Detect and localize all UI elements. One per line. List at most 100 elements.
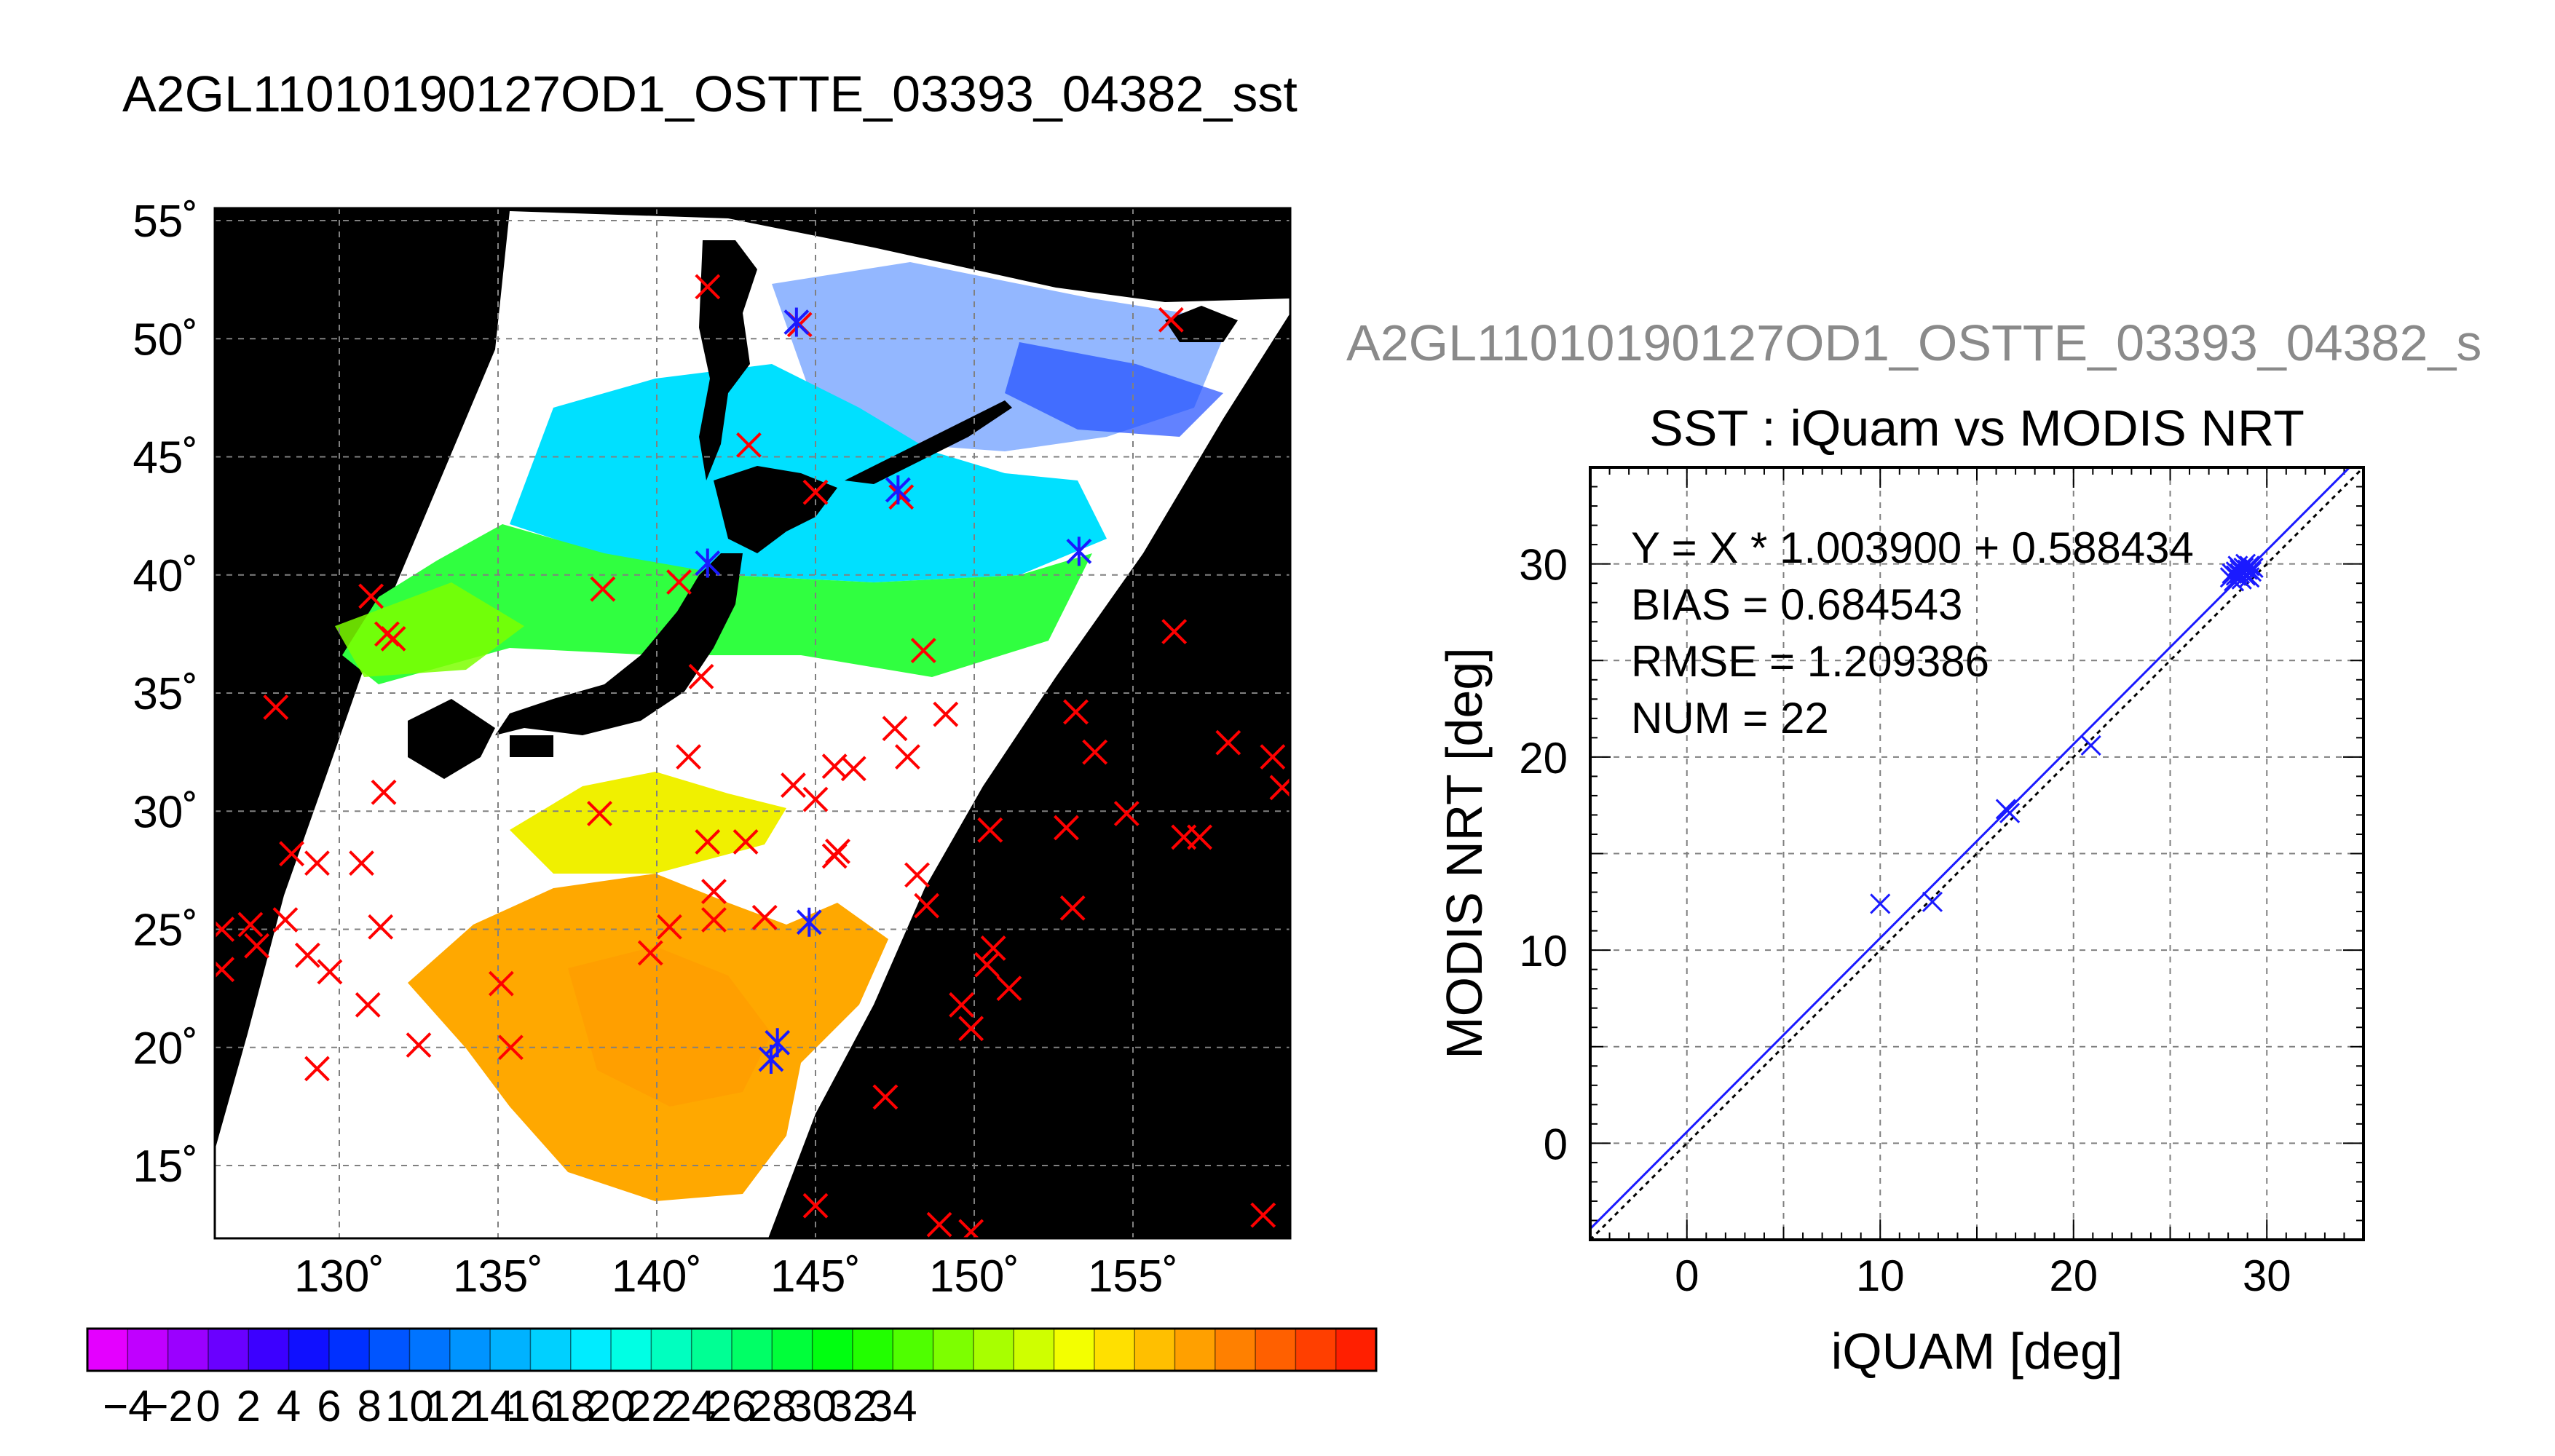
red-x-marker — [751, 904, 778, 930]
lat-tick-label: 20˚ — [133, 1024, 198, 1074]
figure-subtitle: A2GL11010190127OD1_OSTTE_03393_04382_s — [1346, 314, 2482, 371]
scatter-points — [1870, 553, 2264, 914]
red-x-marker — [1113, 801, 1140, 826]
red-x-marker — [358, 583, 384, 609]
red-x-marker — [349, 850, 374, 877]
colorbar-tick-label: 18 — [546, 1382, 595, 1431]
scatter-y-tick-label: 0 — [1544, 1120, 1568, 1168]
colorbar-cell — [490, 1329, 531, 1371]
red-x-marker — [1215, 729, 1241, 756]
lon-tick-label: 130˚ — [294, 1251, 384, 1302]
red-x-marker — [1187, 824, 1212, 850]
colorbar-frame — [86, 1327, 1378, 1372]
red-x-marker — [590, 576, 616, 602]
figure-title: A2GL11010190127OD1_OSTTE_03393_04382_sst — [122, 66, 1298, 122]
colorbar-tick-label: 14 — [466, 1382, 515, 1431]
colorbar-tick-label: 0 — [196, 1382, 220, 1431]
red-x-marker — [676, 744, 702, 770]
red-x-marker — [781, 772, 806, 798]
red-x-marker — [263, 695, 289, 720]
colorbar-tick-label: 2 — [237, 1382, 261, 1431]
colorbar-cell — [1174, 1329, 1216, 1371]
scatter-point — [2224, 571, 2245, 592]
colorbar-tick-label: 16 — [506, 1382, 555, 1431]
colorbar-cell — [208, 1329, 249, 1371]
colorbar-cell — [973, 1329, 1014, 1371]
land-sakhalin — [699, 240, 757, 480]
colorbar-tick-label: 30 — [788, 1382, 837, 1431]
scatter-point — [1870, 893, 1891, 914]
red-x-marker — [244, 933, 270, 959]
lat-tick-label: 25˚ — [133, 906, 198, 956]
scatter-point — [2230, 559, 2251, 580]
sst-region-orange-east — [568, 946, 772, 1107]
land-hokkaido — [714, 466, 837, 553]
colorbar-tick-label: 6 — [317, 1382, 341, 1431]
colorbar-cell — [893, 1329, 934, 1371]
red-x-marker — [840, 756, 866, 782]
lat-tick-label: 55˚ — [133, 197, 198, 247]
red-x-marker — [882, 716, 908, 742]
scatter-plot: SST : iQuam vs MODIS NRT 0 10 20 30 0 10 20 30… — [1436, 400, 2365, 1380]
latitude-labels: 55˚ 50˚ 45˚ 40˚ 35˚ 30˚ 25˚ 20˚ 15˚ — [133, 197, 198, 1192]
scatter-point — [1922, 891, 1943, 912]
red-x-marker — [215, 917, 235, 942]
red-x-marker — [1161, 619, 1188, 645]
red-x-marker — [368, 914, 394, 940]
colorbar-tick-label: 22 — [627, 1382, 676, 1431]
red-x-marker — [872, 1084, 899, 1110]
scatter-y-tick-label: 20 — [1519, 734, 1568, 783]
red-x-marker — [980, 935, 1006, 961]
colorbar-cell — [167, 1329, 209, 1371]
blue-star-marker — [1066, 537, 1092, 566]
colorbar-cell — [812, 1329, 853, 1371]
scatter-annotation: RMSE = 1.209386 — [1631, 637, 1989, 686]
red-x-marker — [1250, 1202, 1276, 1228]
scatter-x-tick-labels: 0 10 20 30 — [1675, 1251, 2291, 1300]
colorbar-cell — [530, 1329, 572, 1371]
longitude-labels: 130˚ 135˚ 140˚ 145˚ 150˚ 155˚ — [294, 1251, 1178, 1302]
land-shikoku-kyushu — [408, 699, 553, 779]
red-x-marker — [1063, 699, 1089, 725]
red-x-marker — [498, 1034, 524, 1061]
lat-tick-label: 45˚ — [133, 433, 198, 483]
red-x-marker — [215, 957, 235, 983]
colorbar-tick-label: 24 — [667, 1382, 716, 1431]
scatter-annotation: NUM = 22 — [1631, 694, 1829, 743]
map-frame — [213, 207, 1292, 1240]
red-x-marker — [317, 959, 343, 985]
red-x-marker — [637, 940, 663, 966]
colorbar-cell — [449, 1329, 491, 1371]
scatter-point — [2225, 565, 2246, 586]
colorbar-cell — [1255, 1329, 1296, 1371]
lon-tick-label: 150˚ — [929, 1251, 1019, 1302]
scatter-frame — [1589, 466, 2365, 1241]
red-x-marker — [914, 893, 940, 919]
colorbar-tick-label: 28 — [748, 1382, 797, 1431]
colorbar-tick-label: 10 — [385, 1382, 434, 1431]
red-x-marker — [933, 701, 959, 727]
lon-tick-label: 145˚ — [770, 1251, 861, 1302]
blue-star-marker — [695, 548, 721, 578]
red-x-marker — [695, 829, 721, 855]
red-x-marker — [1054, 815, 1079, 841]
colorbar-cell — [328, 1329, 370, 1371]
blue-star-marker — [885, 475, 911, 505]
colorbar-cell — [772, 1329, 813, 1371]
colorbar-cell — [1094, 1329, 1135, 1371]
colorbar-cell — [732, 1329, 773, 1371]
scatter-y-axis-label: MODIS NRT [deg] — [1436, 647, 1493, 1059]
colorbar-cell — [369, 1329, 410, 1371]
colorbar-tick-label: 20 — [587, 1382, 636, 1431]
sst-region-yellow — [510, 772, 786, 874]
land-kamchatka-tip — [1165, 306, 1238, 342]
scatter-annotation: Y = X * 1.003900 + 0.588434 — [1631, 523, 2194, 572]
sst-region-cyan — [510, 364, 1107, 582]
scatter-x-tick-label: 20 — [2049, 1251, 2098, 1300]
lat-tick-label: 40˚ — [133, 551, 198, 601]
red-x-marker — [802, 1192, 829, 1219]
red-x-marker — [802, 479, 829, 505]
red-x-marker — [657, 914, 682, 940]
